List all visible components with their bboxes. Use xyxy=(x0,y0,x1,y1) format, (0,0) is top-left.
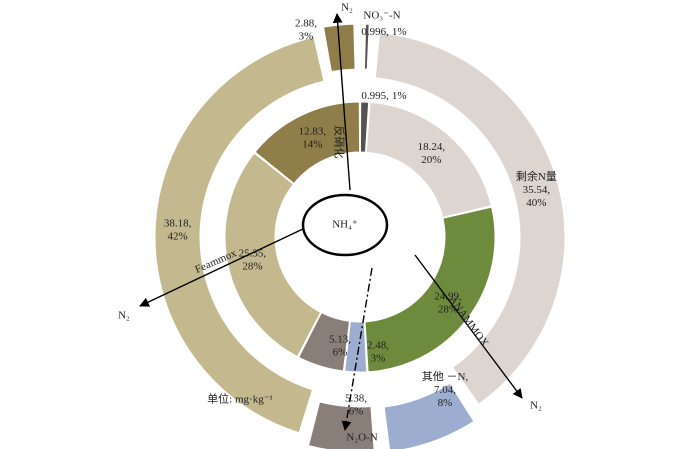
value-label: 2.48, 3% xyxy=(367,339,389,364)
value-label: 剩余N量 35.54, 40% xyxy=(516,168,557,208)
arrow xyxy=(332,13,351,191)
value-label-part: 12.83, xyxy=(299,125,327,137)
arrow xyxy=(341,267,373,431)
ring-segment xyxy=(254,101,361,185)
value-label-part: 2.48, xyxy=(367,339,389,351)
value-label-part: 1% xyxy=(392,26,407,38)
value-label: 0.996, 1% xyxy=(361,26,406,38)
center-node xyxy=(301,193,389,257)
ring-segment xyxy=(298,312,351,372)
product-label: N₂ xyxy=(118,310,130,322)
value-label: 18.24, 20% xyxy=(418,140,446,165)
ring-segment xyxy=(359,101,370,153)
ring-segment xyxy=(363,23,370,70)
ring-segment xyxy=(374,32,566,405)
value-label-part: 35.54, xyxy=(523,183,551,195)
value-label: 其他 －N, 7.04, 8% xyxy=(422,370,469,409)
value-label-part: 6% xyxy=(349,405,364,417)
unit-label: 单位: mg·kg⁻¹ xyxy=(207,392,273,406)
product-label: N₂ xyxy=(341,2,353,14)
value-label-part: 24.99, xyxy=(434,290,462,302)
value-label: 38.18, 42% xyxy=(164,217,192,242)
value-label-part: 0.996, xyxy=(361,26,389,38)
product-label: N₂ xyxy=(530,400,542,412)
value-label: 5.38, 6% xyxy=(345,392,367,417)
value-label-part: 14% xyxy=(302,138,322,150)
value-label-part: 2.88, xyxy=(295,17,317,29)
value-label-part: 28% xyxy=(438,303,458,315)
value-label: 12.83, 14% xyxy=(299,125,327,150)
value-label-part: 其他 －N, xyxy=(422,370,469,383)
value-label-part: 5.38, xyxy=(345,392,367,404)
value-label-part: 1% xyxy=(392,90,407,102)
value-label: 25.35, 28% xyxy=(239,247,267,272)
arrow xyxy=(414,254,523,399)
value-label: 5.13, 6% xyxy=(329,333,351,358)
value-label-part: 40% xyxy=(526,196,546,208)
ring-segment xyxy=(365,101,492,218)
center-label: NH₄⁺ xyxy=(332,219,358,231)
ring-segment xyxy=(383,382,475,449)
value-label-part: 38.18, xyxy=(164,217,192,229)
ring-segment xyxy=(224,152,322,358)
value-label-part: 0.995, xyxy=(361,90,389,102)
arrow xyxy=(139,227,306,307)
ring-segment xyxy=(154,36,325,434)
value-label-part: 18.24, xyxy=(418,140,446,152)
segment-name: NO₃⁻-N xyxy=(363,10,400,22)
value-label-part: 剩余N量 xyxy=(516,168,557,182)
segment-name: N₂O-N xyxy=(346,432,377,444)
value-label: 24.99, 28% xyxy=(434,290,462,315)
ring-segment xyxy=(364,206,496,373)
value-label: 0.995, 1% xyxy=(361,90,406,102)
value-label-part: 8% xyxy=(438,397,453,409)
value-label-part: 42% xyxy=(168,230,188,242)
ring-segment xyxy=(307,401,375,449)
value-label-part: 5.13, xyxy=(329,333,351,345)
value-label-part: 28% xyxy=(242,260,262,272)
value-label-part: 6% xyxy=(333,346,348,358)
pathway-label: 反硝化 xyxy=(332,126,346,159)
rings xyxy=(154,23,566,449)
value-label: 2.88, 3% xyxy=(295,17,317,42)
value-label-part: 25.35, xyxy=(239,247,267,259)
value-label-part: 3% xyxy=(299,30,314,42)
value-label-part: 3% xyxy=(371,352,386,364)
value-label-part: 7.04, xyxy=(434,384,456,396)
value-label-part: 20% xyxy=(421,153,441,165)
